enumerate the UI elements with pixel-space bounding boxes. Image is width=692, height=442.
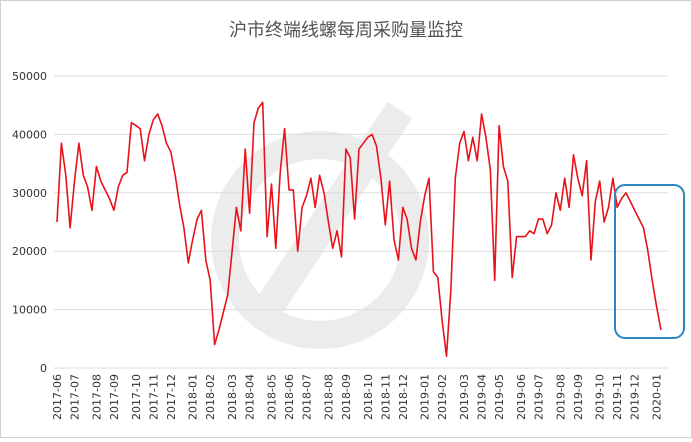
y-tick-label: 30000 <box>12 187 47 200</box>
highlight-box <box>614 184 685 339</box>
x-tick-label: 2018-06 <box>283 374 296 420</box>
x-tick-label: 2019-08 <box>554 374 567 420</box>
x-tick-label: 2017-12 <box>165 374 178 420</box>
x-tick-label: 2019-10 <box>594 374 607 420</box>
y-tick-label: 10000 <box>12 304 47 317</box>
x-tick-label: 2018-02 <box>204 374 217 420</box>
x-tick-label: 2019-05 <box>493 374 506 420</box>
x-tick-label: 2018-10 <box>362 374 375 420</box>
x-tick-label: 2018-12 <box>397 374 410 420</box>
x-tick-label: 2018-01 <box>187 374 200 420</box>
x-tick-label: 2018-03 <box>226 374 239 420</box>
x-tick-label: 2017-11 <box>147 374 160 420</box>
y-tick-label: 20000 <box>12 245 47 258</box>
y-tick-label: 40000 <box>12 128 47 141</box>
x-tick-label: 2019-03 <box>458 374 471 420</box>
x-tick-label: 2018-04 <box>244 374 257 420</box>
y-tick-label: 0 <box>40 362 47 375</box>
x-tick-label: 2019-06 <box>515 374 528 420</box>
x-tick-label: 2019-01 <box>419 374 432 420</box>
x-tick-label: 2020-01 <box>651 374 664 420</box>
x-tick-label: 2019-11 <box>611 374 624 420</box>
x-tick-label: 2018-05 <box>265 374 278 420</box>
x-tick-label: 2019-02 <box>436 374 449 420</box>
x-tick-label: 2018-07 <box>300 374 313 420</box>
x-tick-label: 2018-11 <box>379 374 392 420</box>
x-tick-label: 2019-12 <box>629 374 642 420</box>
data-line <box>56 101 662 358</box>
x-tick-label: 2018-08 <box>322 374 335 420</box>
x-tick-label: 2017-09 <box>108 374 121 420</box>
x-tick-label: 2017-08 <box>90 374 103 420</box>
x-tick-label: 2019-07 <box>532 374 545 420</box>
x-tick-label: 2019-09 <box>572 374 585 420</box>
x-tick-label: 2018-09 <box>340 374 353 420</box>
y-tick-label: 50000 <box>12 70 47 83</box>
x-tick-label: 2017-10 <box>130 374 143 420</box>
x-tick-label: 2017-07 <box>69 374 82 420</box>
chart-title: 沪市终端线螺每周采购量监控 <box>229 20 463 41</box>
x-tick-label: 2019-04 <box>476 374 489 420</box>
x-tick-label: 2017-06 <box>51 374 64 420</box>
